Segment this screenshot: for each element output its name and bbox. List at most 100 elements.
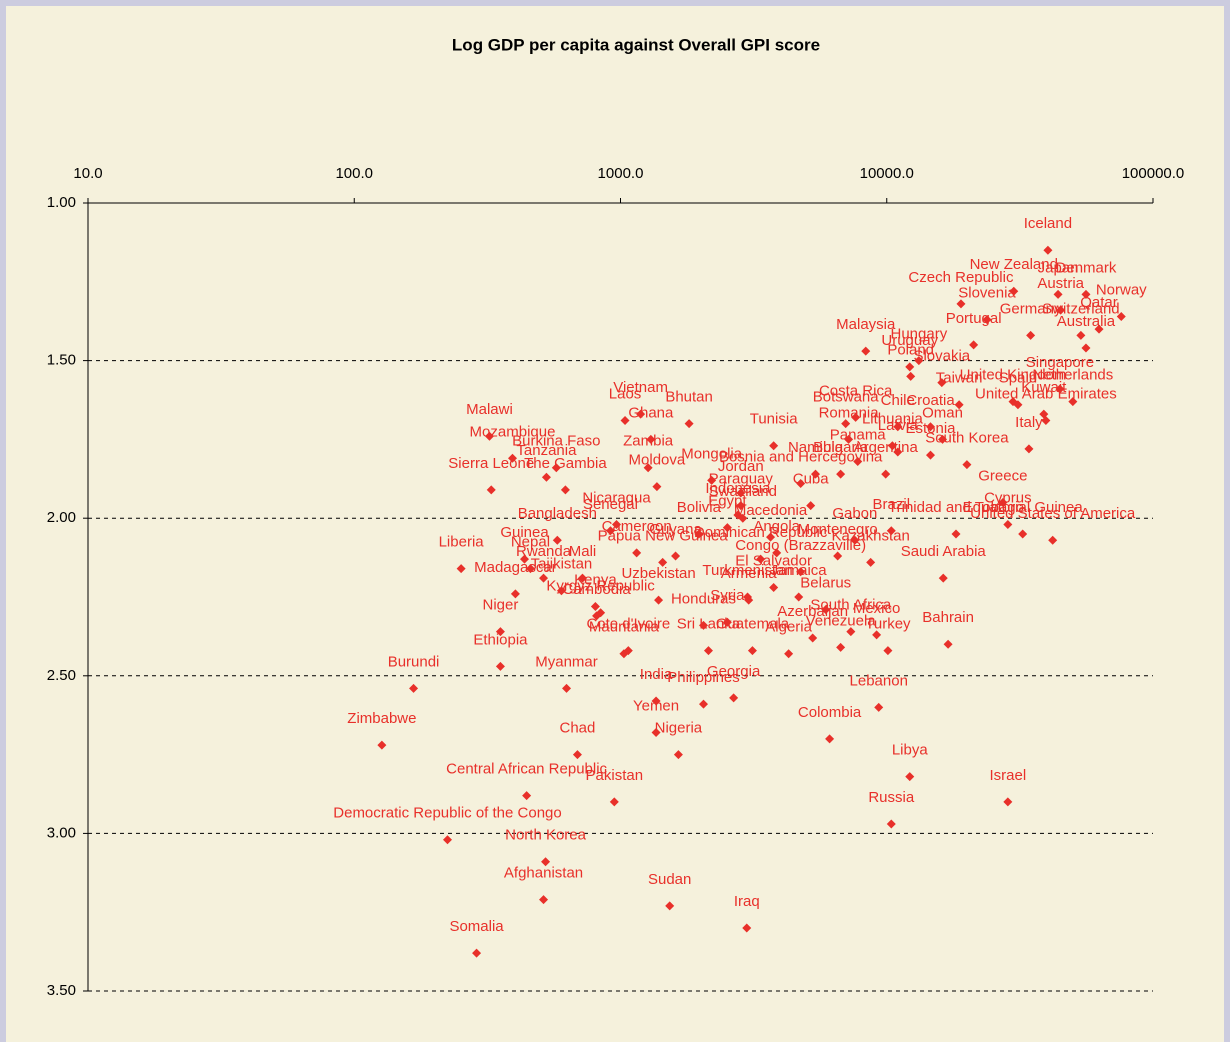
- data-point: [456, 564, 466, 574]
- y-tick-label: 2.50: [47, 667, 76, 684]
- y-tick-label: 3.00: [47, 824, 76, 841]
- data-point: [962, 460, 972, 470]
- data-point: [796, 479, 806, 489]
- data-point: [810, 469, 820, 479]
- data-point: [938, 434, 948, 444]
- point-label: Hungary: [891, 326, 948, 343]
- point-label: Israel: [990, 767, 1027, 784]
- data-point: [887, 441, 897, 451]
- point-label: Uzbekistan: [621, 565, 695, 582]
- x-tick-label: 10.0: [73, 165, 102, 182]
- data-point: [592, 611, 602, 621]
- data-point: [836, 642, 846, 652]
- data-point: [673, 750, 683, 760]
- data-point: [652, 482, 662, 492]
- point-label: Zimbabwe: [347, 710, 416, 727]
- point-label: Poland: [887, 341, 934, 358]
- point-label: Cambodia: [562, 581, 631, 598]
- point-label: Afghanistan: [504, 865, 583, 882]
- data-point: [605, 526, 615, 536]
- point-label: Tajikistan: [531, 556, 593, 573]
- data-point: [796, 567, 806, 577]
- data-point: [1009, 286, 1019, 296]
- data-point: [484, 431, 494, 441]
- point-label: Burkina Faso: [512, 433, 600, 450]
- x-tick-label: 10000.0: [860, 165, 914, 182]
- point-label: Myanmar: [535, 653, 598, 670]
- data-point: [495, 661, 505, 671]
- point-label: Indonesia: [705, 480, 771, 497]
- data-point: [851, 412, 861, 422]
- point-label: Nigeria: [655, 720, 703, 737]
- point-label: Papua New Guinea: [598, 527, 729, 544]
- data-point: [472, 948, 482, 958]
- data-point: [914, 356, 924, 366]
- data-point: [769, 441, 779, 451]
- point-label: Bhutan: [665, 389, 713, 406]
- point-label: Libya: [892, 742, 929, 759]
- data-point: [943, 639, 953, 649]
- data-point: [522, 791, 532, 801]
- data-point: [866, 557, 876, 567]
- point-label: Syria: [710, 587, 745, 604]
- point-label: Armenia: [721, 565, 778, 582]
- point-label: Swaziland: [709, 483, 777, 500]
- point-label: Rwanda: [516, 543, 572, 560]
- data-point: [654, 595, 664, 605]
- point-label: Dominican Republic: [694, 524, 828, 541]
- point-label: Zambia: [623, 433, 674, 450]
- point-label: Mozambique: [470, 423, 556, 440]
- data-point: [508, 453, 518, 463]
- data-point: [1013, 400, 1023, 410]
- data-point: [926, 450, 936, 460]
- point-label: Turkmenistan: [702, 562, 792, 579]
- data-point: [794, 592, 804, 602]
- point-label: Kuwait: [1021, 379, 1067, 396]
- point-label: Portugal: [946, 310, 1002, 327]
- data-point: [703, 646, 713, 656]
- point-label: Costa Rica: [819, 382, 893, 399]
- data-point: [729, 693, 739, 703]
- x-tick-label: 100.0: [335, 165, 373, 182]
- data-point: [893, 422, 903, 432]
- data-point: [742, 923, 752, 933]
- data-point: [906, 371, 916, 381]
- data-point: [619, 649, 629, 659]
- data-point: [578, 573, 588, 583]
- point-label: Jordan: [718, 458, 764, 475]
- data-point: [825, 734, 835, 744]
- data-point: [699, 699, 709, 709]
- data-point: [443, 835, 453, 845]
- point-label: El Salvador: [735, 553, 812, 570]
- point-label: Cyprus: [984, 489, 1032, 506]
- data-point: [684, 419, 694, 429]
- point-label: Tunisia: [750, 411, 798, 428]
- point-label: Nepal: [511, 534, 550, 551]
- point-label: Turkey: [865, 616, 911, 633]
- point-label: Bolivia: [677, 499, 722, 516]
- data-point: [736, 501, 746, 511]
- point-label: South Korea: [925, 430, 1009, 447]
- point-label: Pakistan: [586, 767, 644, 784]
- data-point: [998, 497, 1008, 507]
- data-point: [738, 513, 748, 523]
- point-label: Singapore: [1026, 354, 1094, 371]
- data-point: [671, 551, 681, 561]
- point-label: Chad: [559, 720, 595, 737]
- point-label: Kyrgyz Republic: [546, 578, 655, 595]
- chart-title: Log GDP per capita against Overall GPI s…: [452, 35, 820, 54]
- point-label: Latvia: [878, 417, 919, 434]
- point-label: Madagascar: [474, 559, 557, 576]
- point-label: Venezuela: [806, 612, 877, 629]
- data-point: [1116, 311, 1126, 321]
- point-label: Chile: [881, 392, 915, 409]
- point-label: Panama: [830, 426, 887, 443]
- point-label: Montenegro: [798, 521, 878, 538]
- x-tick-label: 1000.0: [598, 165, 644, 182]
- data-point: [747, 646, 757, 656]
- point-label: Democratic Republic of the Congo: [333, 805, 561, 822]
- data-point: [841, 419, 851, 429]
- point-label: Yemen: [633, 698, 679, 715]
- y-tick-label: 1.50: [47, 352, 76, 369]
- data-point: [982, 315, 992, 325]
